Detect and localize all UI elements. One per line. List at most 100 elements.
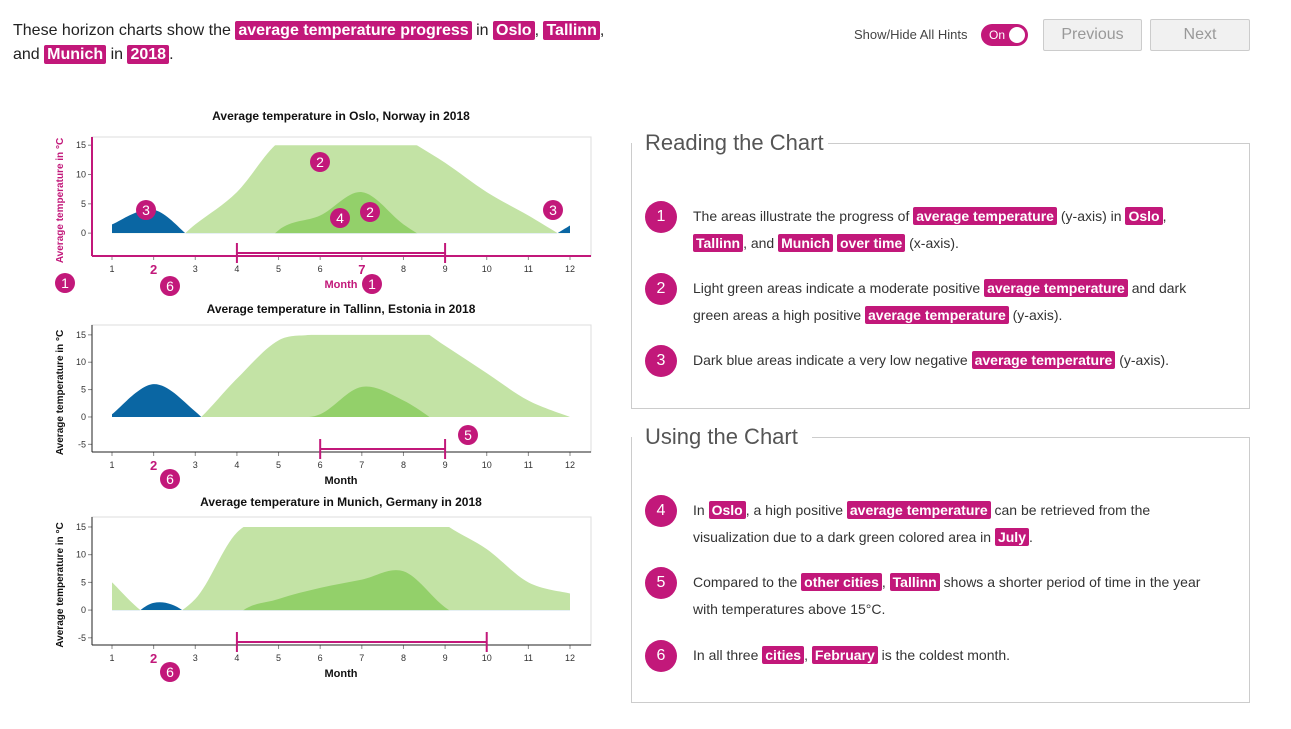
text: , xyxy=(1162,208,1167,224)
x-tick-label: 12 xyxy=(565,264,575,274)
hint-text: Light green areas indicate a moderate po… xyxy=(693,275,1223,329)
text: (y-axis). xyxy=(1115,352,1170,368)
hint-badge: 5 xyxy=(645,567,677,599)
highlight: average temperature progress xyxy=(235,21,472,40)
y-tick-label: 15 xyxy=(76,522,86,532)
y-tick-label: 0 xyxy=(81,412,86,422)
text: . xyxy=(1028,529,1033,545)
y-tick-label: 0 xyxy=(81,228,86,238)
hint-badge: 1 xyxy=(362,274,382,294)
intro: These horizon charts show the average te… xyxy=(13,19,633,67)
x-tick-label: 4 xyxy=(234,264,239,274)
panel: Reading the Chart 1 The areas illustrate t… xyxy=(631,130,1250,409)
band-group xyxy=(185,145,558,234)
badge-circle xyxy=(160,662,180,682)
highlight: Tallinn xyxy=(543,21,600,40)
charts: Average temperature in Oslo, Norway in 2… xyxy=(55,109,592,682)
badge-label: 2 xyxy=(366,204,374,220)
hint-badge: 4 xyxy=(645,495,677,527)
hints-toggle[interactable]: On xyxy=(981,24,1028,46)
hint-badge: 3 xyxy=(136,200,156,220)
badge-circle xyxy=(330,208,350,228)
area-positive xyxy=(112,526,570,611)
hint-badge: 4 xyxy=(330,208,350,228)
text: These horizon charts show the xyxy=(13,22,236,39)
x-tick-label: 11 xyxy=(524,653,533,663)
x-tick-label: 5 xyxy=(276,264,281,274)
area-positive xyxy=(201,334,570,417)
badge-circle xyxy=(136,200,156,220)
toggle-knob xyxy=(1009,27,1025,43)
band-group xyxy=(243,570,450,611)
hints-label: Show/Hide All Hints xyxy=(854,27,968,42)
highlight: Tallinn xyxy=(889,573,940,591)
x-tick-label: 7 xyxy=(359,653,364,663)
x-tick-label: 12 xyxy=(565,460,575,470)
badge-label: 6 xyxy=(166,278,174,294)
highlight: Oslo xyxy=(708,501,746,519)
toggle-label: On xyxy=(989,28,1006,42)
panel-title: Reading the Chart xyxy=(645,130,828,156)
text: , xyxy=(804,647,812,663)
x-tick-label: 4 xyxy=(234,653,239,663)
area-negative xyxy=(112,602,570,611)
y-tick-label: 15 xyxy=(76,330,86,340)
hint-text: In all three cities, February is the col… xyxy=(693,642,1223,669)
x-axis-label: Month xyxy=(325,475,358,487)
hint-badge: 2 xyxy=(310,152,330,172)
y-axis-label: Average temperature in °C xyxy=(55,138,66,263)
x-tick-label: 6 xyxy=(318,264,323,274)
hint-badge: 6 xyxy=(645,640,677,672)
x-tick-label: 12 xyxy=(565,653,575,663)
highlight: February xyxy=(811,646,878,664)
badge-label: 1 xyxy=(61,275,69,291)
band-group xyxy=(112,384,570,417)
hint-badge: 6 xyxy=(160,276,180,296)
badge-circle xyxy=(310,152,330,172)
x-axis-label: Month xyxy=(325,668,358,680)
y-tick-label: 10 xyxy=(76,170,86,180)
x-tick-label: 5 xyxy=(276,460,281,470)
x-tick-label: 7 xyxy=(359,460,364,470)
hint-text: Dark blue areas indicate a very low nega… xyxy=(693,347,1223,374)
chart-title: Average temperature in Tallinn, Estonia … xyxy=(207,302,476,316)
area-positive xyxy=(185,145,558,234)
highlight: Oslo xyxy=(493,21,535,40)
text: Dark blue areas indicate a very low nega… xyxy=(693,352,972,368)
previous-button[interactable]: Previous xyxy=(1043,19,1142,51)
x-tick-label: 8 xyxy=(401,264,406,274)
x-tick-label: 2 xyxy=(150,651,157,666)
hint-badge: 3 xyxy=(645,345,677,377)
text: can be retrieved from the visualization … xyxy=(693,502,1151,545)
x-axis-label: Month xyxy=(325,279,358,291)
panel: Using the Chart 4 In Oslo, a high positive… xyxy=(631,424,1250,703)
hint-badge: 2 xyxy=(360,202,380,222)
next-button[interactable]: Next xyxy=(1150,19,1250,51)
text: , and xyxy=(13,22,605,63)
text: The areas illustrate the progress of xyxy=(693,208,914,224)
badge-circle xyxy=(458,425,478,445)
x-tick-label: 9 xyxy=(443,653,448,663)
x-tick-label: 10 xyxy=(482,460,492,470)
y-tick-label: 10 xyxy=(76,550,86,560)
area-negative xyxy=(112,209,570,234)
hint-text: In Oslo, a high positive average tempera… xyxy=(693,497,1223,551)
chart-title: Average temperature in Oslo, Norway in 2… xyxy=(212,109,470,123)
x-tick-label: 10 xyxy=(482,264,492,274)
badge-circle xyxy=(160,469,180,489)
x-tick-label: 6 xyxy=(318,460,323,470)
text: (x-axis). xyxy=(905,235,959,251)
y-tick-label: 15 xyxy=(76,140,86,150)
hint-text: Compared to the other cities, Tallinn sh… xyxy=(693,569,1223,623)
band-group xyxy=(112,602,570,611)
highlight: Tallinn xyxy=(693,234,744,252)
x-tick-label: 8 xyxy=(401,653,406,663)
highlight: average temperature xyxy=(971,351,1116,369)
text: (y-axis) in xyxy=(1056,208,1126,224)
badge-label: 6 xyxy=(166,471,174,487)
y-tick-label: 5 xyxy=(81,577,86,587)
x-tick-label: 7 xyxy=(358,262,365,277)
x-tick-label: 3 xyxy=(193,264,198,274)
y-tick-label: -5 xyxy=(78,439,86,449)
